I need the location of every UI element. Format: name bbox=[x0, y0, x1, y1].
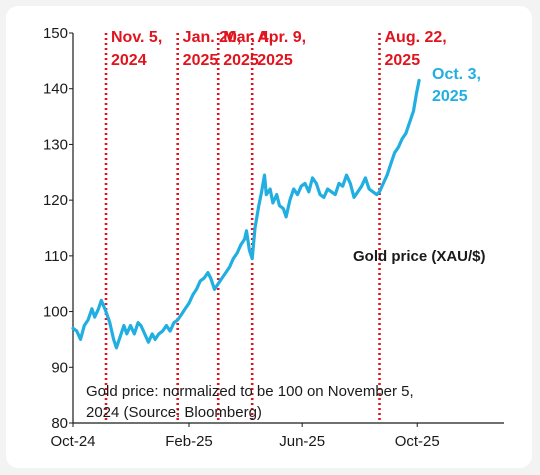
event-label-line2: 2025 bbox=[183, 52, 219, 69]
event-label-line1: Mar. 4, bbox=[223, 29, 273, 46]
event-label-line1: Aug. 22, bbox=[385, 29, 447, 46]
axes bbox=[72, 33, 504, 424]
end-label-line1: Oct. 3, bbox=[432, 66, 481, 83]
series-label: Gold price (XAU/$) bbox=[353, 248, 486, 265]
x-tick-label: Jun-25 bbox=[279, 433, 325, 450]
event-label-line1: Nov. 5, bbox=[111, 29, 162, 46]
x-axis-ticks: Oct-24 Feb-25 Jun-25 Oct-25 bbox=[50, 423, 440, 450]
y-tick-label: 80 bbox=[51, 415, 68, 432]
event-label-line1: Apr. 9, bbox=[257, 29, 306, 46]
end-label-line2: 2025 bbox=[432, 88, 468, 105]
gold-price-line bbox=[71, 78, 421, 350]
y-tick-label: 90 bbox=[51, 359, 68, 376]
y-tick-label: 110 bbox=[44, 248, 68, 265]
x-tick-label: Oct-25 bbox=[395, 433, 440, 450]
y-tick-label: 120 bbox=[43, 192, 68, 209]
event-label-line1: Jan. 20, bbox=[183, 29, 242, 46]
source-note-line1: Gold price: normalized to be 100 on Nove… bbox=[86, 383, 414, 400]
x-tick-label: Oct-24 bbox=[50, 433, 95, 450]
y-tick-label: 150 bbox=[43, 25, 68, 42]
source-note-line2: 2024 (Source: Bloomberg) bbox=[86, 404, 262, 421]
event-label-line2: 2025 bbox=[385, 52, 421, 69]
y-axis-ticks: 80 90 100 110 120 130 140 150 bbox=[43, 25, 73, 432]
y-tick-label: 140 bbox=[43, 81, 68, 98]
y-tick-label: 100 bbox=[43, 304, 68, 321]
event-label-line2: 2025 bbox=[223, 52, 259, 69]
event-label-line2: 2025 bbox=[257, 52, 293, 69]
chart-card bbox=[6, 6, 532, 468]
y-tick-label: 130 bbox=[43, 136, 68, 153]
event-label-line2: 2024 bbox=[111, 52, 147, 69]
annotations: Gold price (XAU/$) Oct. 3, 2025 Gold pri… bbox=[86, 66, 486, 421]
x-tick-label: Feb-25 bbox=[165, 433, 213, 450]
